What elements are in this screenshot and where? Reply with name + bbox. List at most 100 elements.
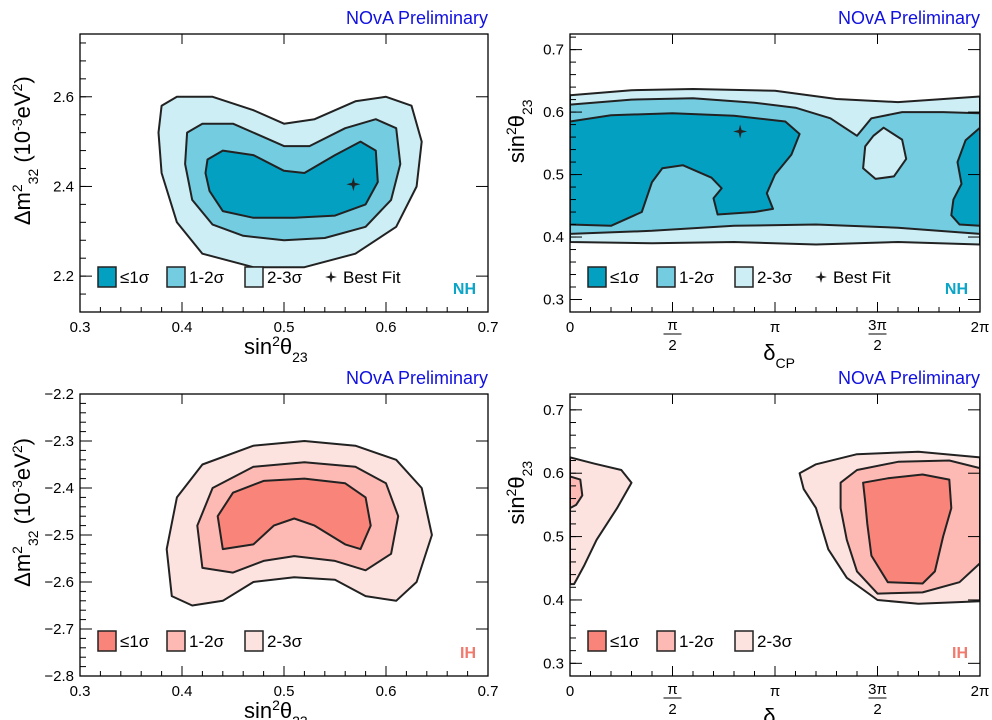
legend-label: ≤1σ <box>120 268 150 287</box>
x-tick-label-num: 3π <box>868 681 887 698</box>
legend-item: 2-3σ <box>734 630 793 652</box>
plot-header: NOvA Preliminary <box>838 8 980 28</box>
legend-label: 1-2σ <box>189 268 225 287</box>
x-axis-label: sin2θ23 <box>244 697 308 720</box>
panel-1-nh: 0.3 0.4 0.5 0.6 0.7 2.2 2.4 2.6 NOvA Preliminary… <box>9 8 498 365</box>
legend-label: ≤1σ <box>610 632 640 651</box>
y-tick-label: 0.6 <box>543 465 564 482</box>
legend-label: 2-3σ <box>757 268 793 287</box>
legend-swatch <box>166 630 186 652</box>
x-tick-label: 0.6 <box>376 319 397 336</box>
legend-item: 1-2σ <box>656 630 715 652</box>
x-tick-label-num: π <box>667 317 677 334</box>
contour-group <box>570 450 980 605</box>
contour-group <box>570 88 980 246</box>
legend-swatch <box>97 630 117 652</box>
hierarchy-label: IH <box>460 645 476 662</box>
y-tick-label: 0.7 <box>543 42 564 59</box>
x-tick-label-den: 2 <box>873 337 881 354</box>
legend-best-fit-marker <box>815 271 827 283</box>
legend-label: 2-3σ <box>267 268 303 287</box>
legend-label: 2-3σ <box>757 632 793 651</box>
legend-item: 1-2σ <box>166 630 225 652</box>
contour-le1σ-4 <box>862 473 953 585</box>
legend-item: Best Fit <box>325 268 401 287</box>
legend-label: Best Fit <box>343 268 401 287</box>
x-tick-label: 0.7 <box>478 319 499 336</box>
legend-item: 2-3σ <box>244 266 303 288</box>
legend-item: Best Fit <box>815 268 891 287</box>
x-tick-label-num: 3π <box>868 317 887 334</box>
best-fit-marker <box>733 124 748 139</box>
y-tick-label: −2.5 <box>44 527 74 544</box>
legend-label: ≤1σ <box>610 268 640 287</box>
y-axis-label: Δm232 (10-3eV2) <box>9 76 41 225</box>
x-tick-label: 0.4 <box>172 683 193 700</box>
legend-item: ≤1σ <box>587 266 640 288</box>
x-tick-label: 0 <box>566 319 574 336</box>
x-tick-label: 0.6 <box>376 683 397 700</box>
y-tick-label: −2.3 <box>44 433 74 450</box>
legend-swatch <box>166 266 186 288</box>
y-tick-label: 0.4 <box>543 229 564 246</box>
x-tick-label: π <box>770 319 780 336</box>
hierarchy-label: NH <box>945 281 968 298</box>
y-tick-label: 0.5 <box>543 529 564 546</box>
contour-le1σ-3 <box>950 126 980 227</box>
legend-item: ≤1σ <box>587 630 640 652</box>
legend-item: 2-3σ <box>244 630 303 652</box>
contour-2-3σ-0 <box>570 456 633 586</box>
x-tick-label: 0.3 <box>70 319 91 336</box>
best-fit-marker <box>346 177 361 192</box>
panel-3-ih: 0.3 0.4 0.5 0.6 0.7 −2.8 −2.7 −2.6 −2.5 −2.4 −2.3 −… <box>9 368 498 720</box>
legend-swatch <box>587 630 607 652</box>
contour-le1σ-2 <box>570 112 801 227</box>
y-axis-label: sin2θ23 <box>503 99 535 163</box>
contour-group <box>157 95 423 269</box>
x-tick-label-num: π <box>667 681 677 698</box>
y-axis-label: Δm232 (10-3eV2) <box>9 438 41 587</box>
legend-label: Best Fit <box>833 268 891 287</box>
y-axis-label: sin2θ23 <box>503 461 535 525</box>
contour-2-3σ-4 <box>862 126 908 180</box>
x-tick-label: 0.5 <box>274 683 295 700</box>
x-tick-label: 0.7 <box>478 683 499 700</box>
y-tick-label: 0.3 <box>543 655 564 672</box>
y-tick-label: 2.2 <box>53 268 74 285</box>
y-tick-label: 2.4 <box>53 178 74 195</box>
x-tick-label: 2π <box>971 319 990 336</box>
x-tick-label-den: 2 <box>668 701 676 718</box>
legend-swatch <box>734 630 754 652</box>
plot-header: NOvA Preliminary <box>346 368 488 388</box>
x-axis-label: δCP <box>763 704 795 720</box>
x-tick-label-den: 2 <box>873 701 881 718</box>
y-tick-label: −2.2 <box>44 386 74 403</box>
contour-le1σ-2 <box>216 477 372 551</box>
plot-header: NOvA Preliminary <box>838 368 980 388</box>
y-tick-label: 0.5 <box>543 167 564 184</box>
legend-label: ≤1σ <box>120 632 150 651</box>
legend-swatch <box>656 630 676 652</box>
contour-1-2σ-2 <box>570 475 584 510</box>
x-axis-label: sin2θ23 <box>244 333 308 365</box>
x-tick-label: 2π <box>971 683 990 700</box>
legend-swatch <box>587 266 607 288</box>
x-tick-label: 0.5 <box>274 319 295 336</box>
y-tick-label: −2.6 <box>44 574 74 591</box>
legend-item: ≤1σ <box>97 266 150 288</box>
y-tick-label: −2.8 <box>44 668 74 685</box>
legend-item: 1-2σ <box>656 266 715 288</box>
legend-best-fit-marker <box>325 271 337 283</box>
x-tick-label: 0.4 <box>172 319 193 336</box>
y-tick-label: −2.7 <box>44 621 74 638</box>
x-axis-label: δCP <box>763 340 795 371</box>
x-tick-label: π <box>770 683 780 700</box>
y-tick-label: 0.4 <box>543 592 564 609</box>
plot-header: NOvA Preliminary <box>346 8 488 28</box>
y-tick-label: 0.6 <box>543 104 564 121</box>
x-tick-label: 0 <box>566 683 574 700</box>
contour-group <box>165 440 433 607</box>
legend-swatch <box>734 266 754 288</box>
